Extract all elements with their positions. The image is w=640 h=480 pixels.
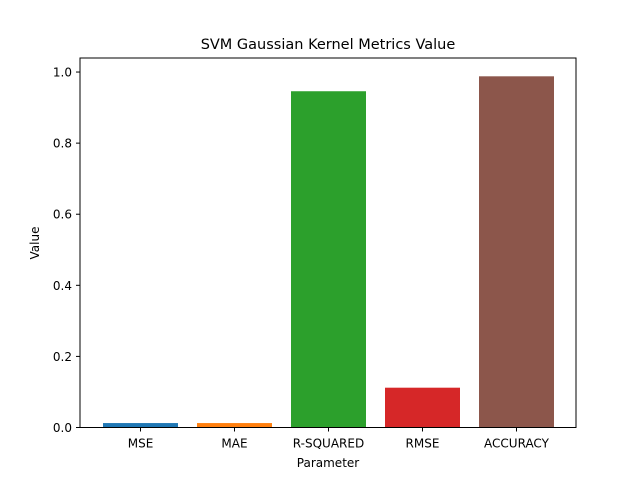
x-tick-label: ACCURACY [484,437,550,451]
chart-title: SVM Gaussian Kernel Metrics Value [201,37,456,53]
x-tick-label: MSE [128,437,154,451]
y-tick-label: 0.8 [53,137,72,151]
bar-mse [103,423,178,428]
y-tick-label: 0.6 [53,208,72,222]
x-tick-label: R-SQUARED [293,437,364,451]
bar-r-squared [291,91,366,428]
bar-rmse [385,387,460,428]
bars-group [103,76,554,428]
x-axis: MSE MAE R-SQUARED RMSE ACCURACY [128,427,550,451]
y-axis-label: Value [28,227,42,260]
y-axis: 0.0 0.2 0.4 0.6 0.8 1.0 [53,66,80,435]
x-tick-label: MAE [221,437,247,451]
bar-accuracy [479,76,554,428]
y-tick-label: 0.0 [53,421,72,435]
y-tick-label: 1.0 [53,66,72,80]
y-tick-label: 0.2 [53,350,72,364]
y-tick-label: 0.4 [53,279,72,293]
x-axis-label: Parameter [297,456,359,470]
bar-mae [197,423,272,428]
plot-frame [79,57,577,428]
x-tick-label: RMSE [406,437,440,451]
